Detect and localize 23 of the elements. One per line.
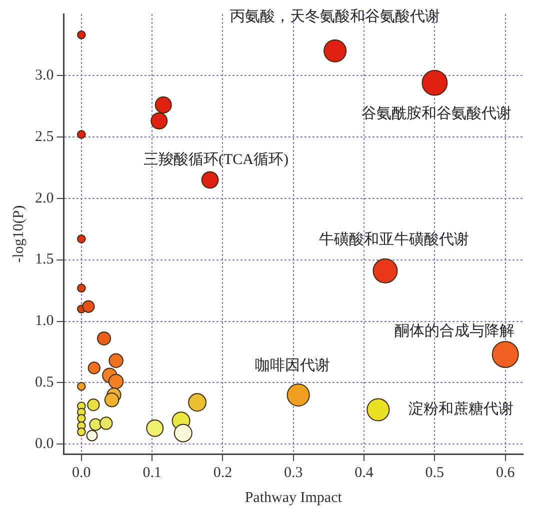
- y-tick-label: 2.5: [35, 128, 54, 145]
- y-tick-label: 1.0: [35, 313, 54, 330]
- annotation: 丙氨酸，天冬氨酸和谷氨酸代谢: [230, 8, 440, 25]
- y-tick-label: 0.5: [35, 374, 54, 391]
- x-tick-label: 0.5: [425, 464, 444, 481]
- y-tick-label: 0.0: [35, 436, 54, 452]
- x-axis-title: Pathway Impact: [244, 490, 343, 506]
- annotation: 淀粉和蔗糖代谢: [408, 400, 514, 418]
- x-tick-label: 0.0: [72, 464, 91, 481]
- annotation: 牛磺酸和亚牛磺酸代谢: [319, 230, 470, 248]
- y-axis-title: -log10(P): [10, 205, 27, 263]
- x-tick-label: 0.1: [142, 464, 162, 481]
- x-tick-label: 0.4: [354, 464, 374, 481]
- x-tick-label: 0.6: [496, 464, 516, 481]
- annotation: 谷氨酰胺和谷氨酸代谢: [362, 104, 512, 122]
- y-tick-label: 1.5: [35, 252, 54, 268]
- annotation: 三羧酸循环(TCA循环): [144, 150, 289, 168]
- x-tick-label: 0.3: [284, 464, 303, 481]
- y-tick-label: 2.0: [35, 190, 54, 206]
- annotation: 酮体的合成与降解: [394, 322, 514, 340]
- y-tick-label: 3.0: [35, 67, 54, 84]
- annotation: 咖啡因代谢: [254, 356, 330, 374]
- x-tick-label: 0.2: [213, 464, 232, 481]
